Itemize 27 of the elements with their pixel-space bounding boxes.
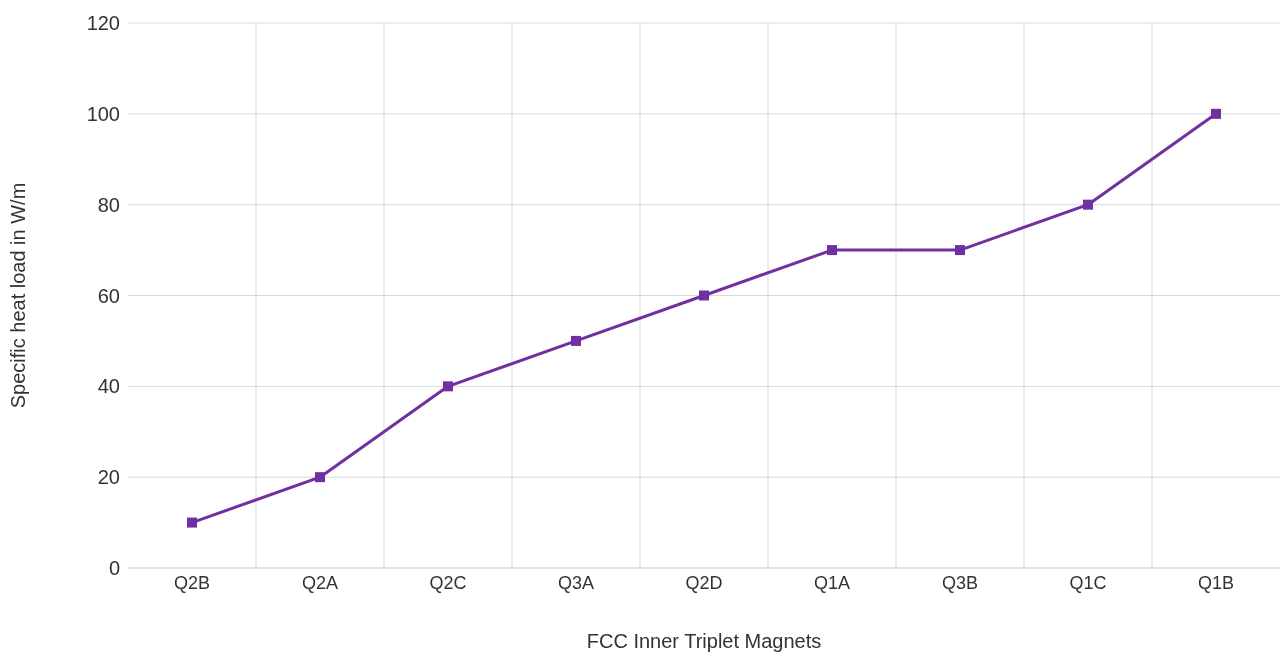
point xyxy=(699,290,709,301)
y-tick-label: 20 xyxy=(97,466,120,489)
x-tick-label: Q2A xyxy=(301,572,339,593)
x-tick-label: Q1C xyxy=(1069,572,1107,593)
y-tick-label: 0 xyxy=(108,557,120,580)
y-tick-label: 100 xyxy=(86,102,120,125)
point xyxy=(955,245,965,256)
x-tick-label: Q2C xyxy=(429,572,467,593)
x-tick-label: Q1A xyxy=(813,572,851,593)
y-tick-label: 80 xyxy=(97,193,120,216)
y-tick-label: 60 xyxy=(97,284,120,307)
x-tick-label: Q2D xyxy=(685,572,723,593)
y-tick-label: 120 xyxy=(86,12,120,35)
x-tick-label: Q1B xyxy=(1197,572,1235,593)
point xyxy=(571,335,581,346)
point xyxy=(827,245,837,256)
point xyxy=(443,381,453,392)
point xyxy=(1083,199,1093,210)
x-tick-label: Q2B xyxy=(173,572,211,593)
point xyxy=(1211,108,1221,119)
point xyxy=(315,472,325,483)
x-axis-title: FCC Inner Triplet Magnets xyxy=(586,630,822,652)
y-axis-title: Specific heat load in W/m xyxy=(7,182,30,409)
point xyxy=(187,517,197,528)
x-tick-label: Q3A xyxy=(557,572,595,593)
y-tick-label: 40 xyxy=(97,375,120,398)
x-tick-label: Q3B xyxy=(941,572,979,593)
